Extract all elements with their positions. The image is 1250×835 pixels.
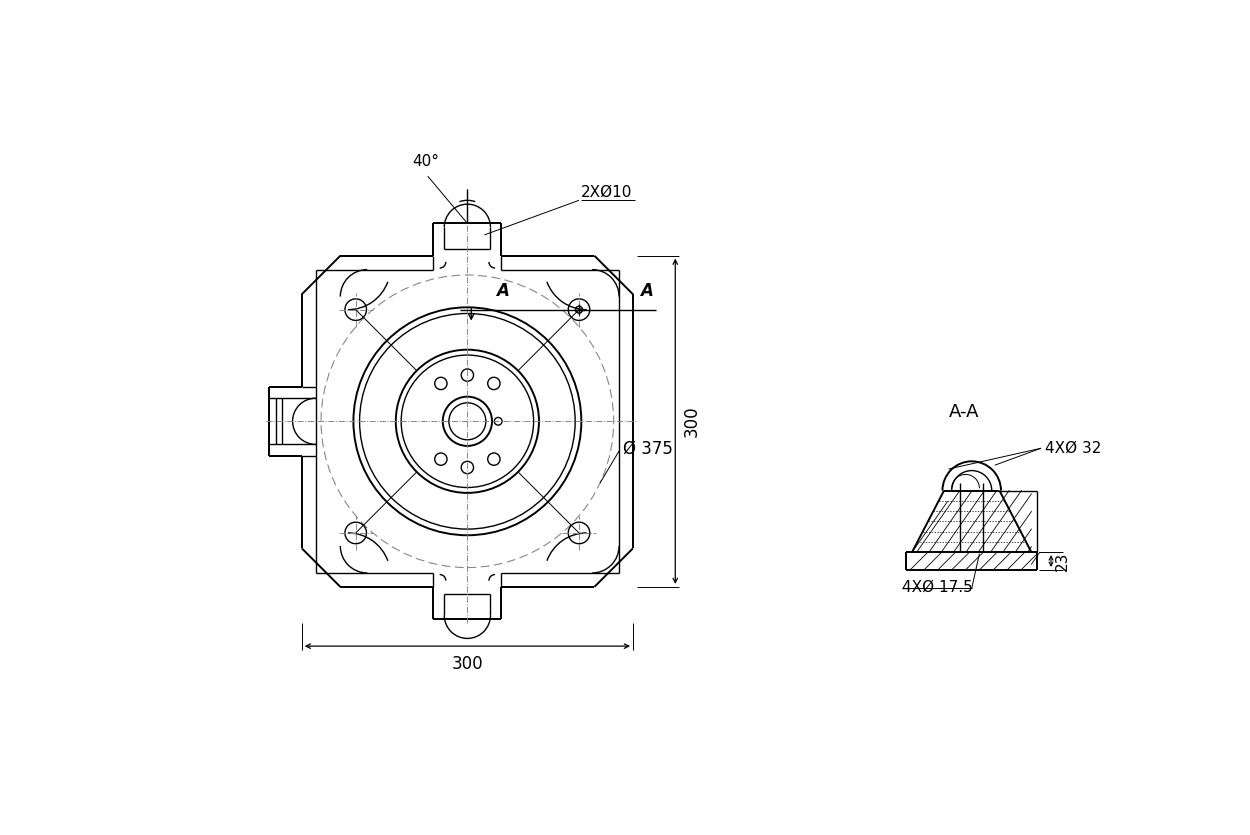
- Text: A: A: [640, 282, 654, 301]
- Text: 300: 300: [682, 406, 701, 437]
- Text: A: A: [495, 282, 509, 301]
- Text: 4XØ 17.5: 4XØ 17.5: [902, 579, 974, 595]
- Text: 40°: 40°: [411, 154, 439, 170]
- Text: A-A: A-A: [949, 403, 979, 422]
- Text: 23: 23: [1055, 551, 1070, 571]
- Text: 300: 300: [451, 655, 484, 673]
- Text: Ø 375: Ø 375: [622, 439, 672, 458]
- Text: 2XØ10: 2XØ10: [581, 185, 632, 200]
- Text: 4XØ 32: 4XØ 32: [1045, 441, 1101, 456]
